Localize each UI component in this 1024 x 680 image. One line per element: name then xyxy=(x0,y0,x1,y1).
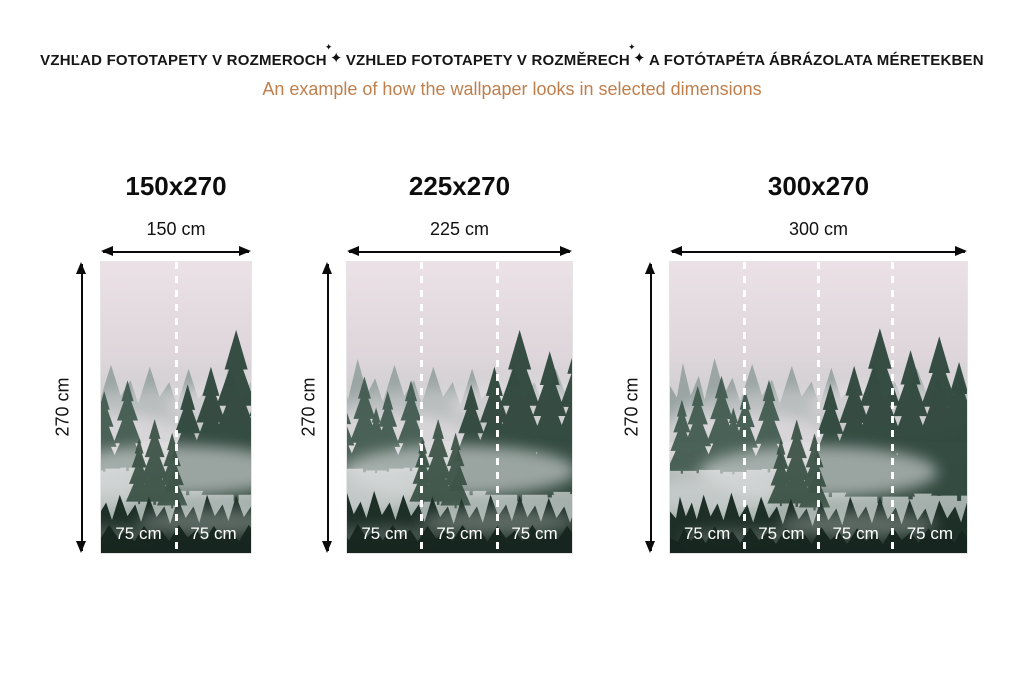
arrowhead-right-icon xyxy=(955,246,967,256)
panel-225x270: 225x270 225 cm 270 cm 75 cm 75 cm 75 cm xyxy=(299,170,573,570)
segment-width-label: 75 cm xyxy=(683,524,731,543)
width-arrow xyxy=(347,244,572,260)
arrow-shaft xyxy=(103,251,249,253)
segment-width-label: 75 cm xyxy=(906,524,954,543)
wallpaper-preview: 75 cm 75 cm xyxy=(100,261,252,554)
height-dimension-label: 270 cm xyxy=(52,377,73,437)
width-dimension-label: 150 cm xyxy=(146,219,206,239)
width-arrow xyxy=(101,244,251,260)
segment-width-label: 75 cm xyxy=(758,524,805,543)
segment-width-label: 75 cm xyxy=(832,524,879,543)
panel-title: 225x270 xyxy=(408,171,511,201)
width-arrow xyxy=(670,244,967,260)
page-header: VZHĽAD FOTOTAPETY V ROZMEROCH ✦ ✦ VZHLED FO… xyxy=(0,42,1024,100)
panel-300x270: 300x270 300 cm 270 cm 75 cm 75 cm 75 cm … xyxy=(622,170,968,570)
arrowhead-up-icon xyxy=(322,262,332,274)
sparkle-icon: ✦ ✦ xyxy=(627,42,646,67)
arrow-shaft xyxy=(327,264,329,551)
arrow-shaft xyxy=(81,264,83,551)
title-part-sk: VZHĽAD FOTOTAPETY V ROZMEROCH xyxy=(40,52,327,69)
segment-width-label: 75 cm xyxy=(436,524,483,543)
wallpaper-preview: 75 cm 75 cm 75 cm 75 cm xyxy=(669,261,968,554)
arrowhead-up-icon xyxy=(645,262,655,274)
subtitle: An example of how the wallpaper looks in… xyxy=(262,79,762,99)
panel-seam-dashed-line xyxy=(817,262,820,553)
arrowhead-down-icon xyxy=(645,541,655,553)
segment-labels: 75 cm 75 cm xyxy=(101,524,251,544)
height-dimension-label: 270 cm xyxy=(298,377,319,437)
arrowhead-right-icon xyxy=(560,246,572,256)
segment-labels: 75 cm 75 cm 75 cm xyxy=(347,524,572,544)
panel-seam-dashed-line xyxy=(174,262,178,553)
panel-title: 300x270 xyxy=(767,171,870,201)
segment-width-label: 75 cm xyxy=(361,524,408,543)
multilingual-title: VZHĽAD FOTOTAPETY V ROZMEROCH ✦ ✦ VZHLED FO… xyxy=(0,42,1024,72)
segment-labels: 75 cm 75 cm 75 cm 75 cm xyxy=(670,524,967,544)
arrowhead-down-icon xyxy=(322,541,332,553)
panel-seam-dashed-line xyxy=(495,262,499,553)
arrow-shaft xyxy=(650,264,652,551)
height-dimension-label: 270 cm xyxy=(621,377,642,437)
segment-width-label: 75 cm xyxy=(115,524,162,543)
height-arrow xyxy=(76,262,88,553)
panel-150x270: 150x270 150 cm 270 cm 75 cm 75 cm xyxy=(53,170,252,570)
segment-width-label: 75 cm xyxy=(190,524,237,543)
arrowhead-down-icon xyxy=(76,541,86,553)
height-arrow xyxy=(322,262,334,553)
arrow-shaft xyxy=(349,251,570,253)
panel-title: 150x270 xyxy=(125,171,227,201)
foggy-forest-image xyxy=(347,262,572,553)
title-part-cz: VZHLED FOTOTAPETY V ROZMĚRECH xyxy=(345,52,630,69)
panel-seam-dashed-line xyxy=(891,262,895,553)
sparkle-icon: ✦ ✦ xyxy=(324,42,343,67)
width-dimension-label: 300 cm xyxy=(788,219,849,239)
wallpaper-preview: 75 cm 75 cm 75 cm xyxy=(346,261,573,554)
panel-seam-dashed-line xyxy=(420,262,424,553)
title-part-hu: A FOTÓTAPÉTA ÁBRÁZOLATA MÉRETEKBEN xyxy=(648,52,984,69)
segment-width-label: 75 cm xyxy=(511,524,558,543)
arrow-shaft xyxy=(672,251,965,253)
width-dimension-label: 225 cm xyxy=(429,219,490,239)
arrowhead-up-icon xyxy=(76,262,86,274)
height-arrow xyxy=(645,262,657,553)
arrowhead-right-icon xyxy=(239,246,251,256)
panel-seam-dashed-line xyxy=(742,262,746,553)
